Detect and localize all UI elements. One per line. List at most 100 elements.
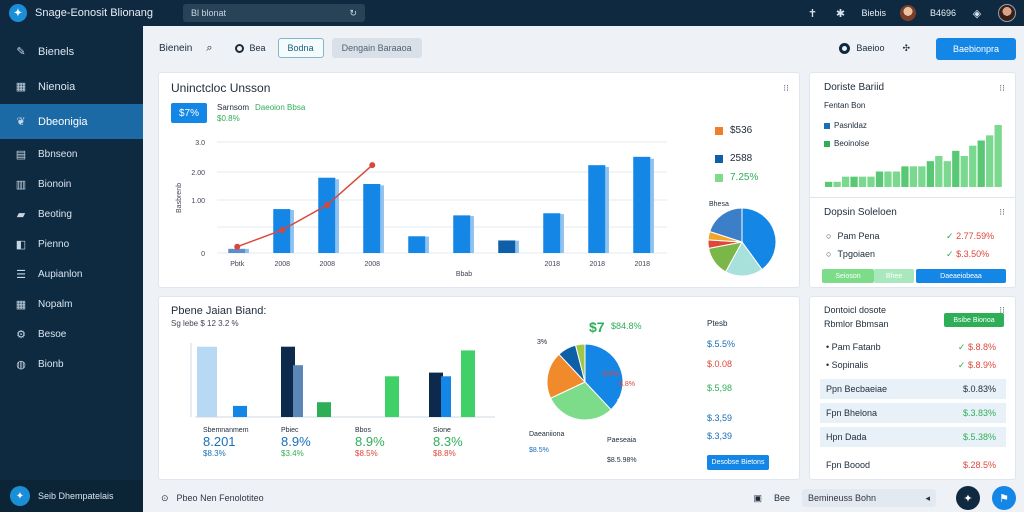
- pill-button[interactable]: Seioson: [822, 269, 874, 283]
- table-row[interactable]: • Pam Fatanb ✓ $.8.8%: [820, 337, 1006, 357]
- bottom-input[interactable]: Bemineuss Bohn ◂: [802, 489, 936, 507]
- pie-left-label: Daeaniiona: [529, 431, 565, 438]
- sidebar-item-8[interactable]: ▦ Nopalm: [0, 289, 143, 319]
- series-line: [236, 164, 373, 248]
- bar-shade: [650, 158, 654, 253]
- legend-label: 2588: [730, 153, 753, 164]
- bar-secondary: [197, 346, 217, 417]
- bar-shade: [470, 216, 474, 253]
- sidebar-item-9[interactable]: ⚙ Besoe: [0, 319, 143, 349]
- sidebar-item-5[interactable]: ▰ Beoting: [0, 199, 143, 229]
- star-button[interactable]: ✦: [956, 486, 980, 510]
- panel-subtitle: Sg lebe $ 12 3.2 %: [171, 319, 239, 328]
- brand-panel: Pbene Jaian Biand: Sg lebe $ 12 3.2 % Sb…: [158, 296, 800, 480]
- avatar[interactable]: [899, 5, 916, 21]
- pie-center-pct: $3.3%: [617, 397, 643, 407]
- x-tick-label: Pbtk: [230, 261, 245, 268]
- table-row[interactable]: Hpn Dada $.5.38%: [820, 427, 1006, 447]
- x-tick-label: 2008: [364, 261, 380, 268]
- list-icon: ☰: [16, 268, 26, 281]
- row-label: Ppn Becbaeiae: [826, 384, 888, 394]
- panel-action-button[interactable]: Bsibe Bionoa: [944, 313, 1004, 327]
- row-value: ✓ $.8.8%: [956, 342, 1006, 353]
- details-panel: Dontoicl dosote ⁝⁝ Rbmlor Bbmsan Bsibe B…: [809, 296, 1016, 480]
- row-value: $.28.5%: [962, 460, 996, 470]
- bar: [408, 236, 426, 253]
- list-item: ○ Tpgoiaen: [826, 249, 875, 259]
- table-row[interactable]: • Sopinalis ✓ $.8.9%: [820, 355, 1006, 375]
- pill-button[interactable]: Bhee: [874, 269, 914, 283]
- toolbar-target[interactable]: Baeioo: [839, 42, 884, 54]
- toolbar-radio[interactable]: Bea: [234, 43, 266, 53]
- row-label: Hpn Dada: [826, 432, 867, 442]
- table-row[interactable]: Ppn Becbaeiae $.0.83%: [820, 379, 1006, 399]
- side-button[interactable]: Desobse Bietons: [707, 455, 769, 470]
- sidebar-item-6[interactable]: ◧ Pienno: [0, 229, 143, 259]
- side-value: $.3,39: [707, 431, 733, 441]
- pill-button[interactable]: Daeaeiobeaa: [916, 269, 1006, 283]
- bar: [926, 161, 934, 187]
- send-icon[interactable]: ◂: [925, 492, 930, 503]
- bar: [909, 166, 918, 187]
- value-number: 8.9%: [281, 434, 311, 449]
- target-icon: [839, 42, 851, 54]
- bar: [875, 171, 884, 187]
- toolbar-outline-button[interactable]: Bodna: [277, 38, 324, 58]
- sidebar-item-10[interactable]: ◍ Bionb: [0, 349, 143, 379]
- line-point: [279, 227, 286, 233]
- sidebar-item-1[interactable]: ▦ Nienoia: [0, 69, 143, 104]
- bullet-icon: ○: [826, 249, 832, 259]
- sidebar-item-7[interactable]: ☰ Aupianlon: [0, 259, 143, 289]
- value-pct: $3.4%: [281, 449, 304, 458]
- x-tick-label: 2018: [544, 261, 560, 268]
- value-pct: $8.3%: [203, 449, 226, 458]
- bar: [841, 176, 850, 187]
- more-icon[interactable]: ⁝⁝: [999, 305, 1005, 315]
- refresh-icon[interactable]: ↻: [349, 7, 357, 18]
- search-icon[interactable]: ⌕: [206, 41, 213, 54]
- bar: [935, 156, 943, 187]
- value-cell: Sione 8.3% $8.8%: [433, 427, 503, 458]
- more-icon[interactable]: ⁝⁝: [999, 83, 1005, 93]
- more-icon[interactable]: ⁝⁝: [999, 207, 1005, 217]
- value-cell: Bbos 8.9% $8.5%: [355, 427, 433, 458]
- bar-shade: [380, 185, 384, 253]
- search-input[interactable]: Bl blonat ↻: [183, 4, 365, 22]
- image-icon[interactable]: ▣: [753, 492, 762, 503]
- row-label: • Sopinalis: [826, 360, 869, 370]
- sidebar-item-2[interactable]: ❦ Dbeonigia: [0, 104, 143, 139]
- value-cell: Sbemnanmem 8.201 $8.3%: [203, 427, 281, 458]
- bar: [892, 171, 901, 187]
- shield-icon[interactable]: ◈: [972, 7, 982, 20]
- folder-icon: ▰: [16, 208, 26, 221]
- bar-shade: [560, 214, 564, 253]
- expand-icon[interactable]: ✣: [902, 42, 910, 53]
- sidebar-item-0[interactable]: ✎ Bienels: [0, 34, 143, 69]
- check-icon: ✓: [946, 249, 954, 259]
- row-value-text: $.8.8%: [967, 341, 996, 352]
- bar: [994, 125, 1002, 187]
- pie-chart: [546, 343, 624, 421]
- pin-icon[interactable]: ✝: [807, 7, 818, 20]
- table-row[interactable]: Fpn Boood $.28.5%: [820, 455, 1006, 475]
- toolbar-gray-button[interactable]: Dengain Baraaoa: [331, 38, 422, 58]
- sidebar-footer[interactable]: ✦ Seib Dhempatelais: [0, 480, 143, 512]
- app-logo-icon[interactable]: ✦: [9, 4, 27, 22]
- flag-button[interactable]: ⚑: [992, 486, 1016, 510]
- globe-icon: ◍: [16, 358, 26, 371]
- section-title: Dopsin Soleloen: [824, 207, 897, 218]
- legend-item: $536: [715, 125, 752, 136]
- x-axis-label: Bbab: [456, 271, 472, 278]
- sidebar-item-label: Beoting: [38, 208, 72, 220]
- sidebar-item-4[interactable]: ▥ Bionoin: [0, 169, 143, 199]
- value-number: 8.9%: [355, 434, 385, 449]
- table-row[interactable]: Fpn Bhelona $.3.83%: [820, 403, 1006, 423]
- user-name: Biebis: [861, 8, 886, 18]
- gear-icon[interactable]: ✱: [835, 7, 846, 20]
- bar-shade: [290, 209, 294, 253]
- bottom-status-text: Pbeo Nen Fenolotiteo: [176, 493, 264, 503]
- more-icon[interactable]: ⁝⁝: [783, 83, 789, 93]
- sidebar-item-3[interactable]: ▤ Bbnseon: [0, 139, 143, 169]
- user-avatar[interactable]: [998, 4, 1016, 22]
- primary-button[interactable]: Baebionpra: [936, 38, 1016, 60]
